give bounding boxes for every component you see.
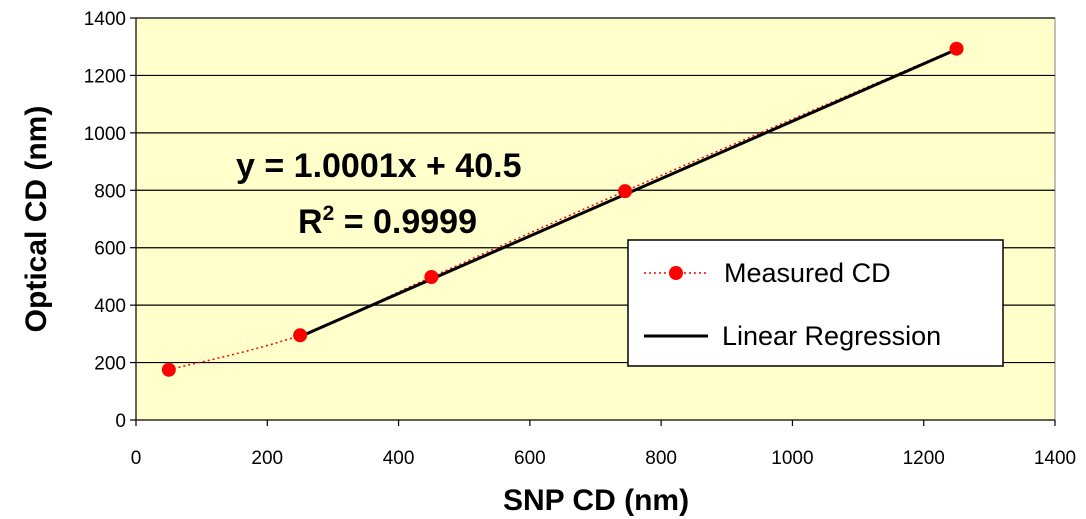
x-tick-label: 200 xyxy=(251,448,283,469)
r-squared-superscript: 2 xyxy=(323,202,335,225)
legend-measured-marker xyxy=(669,266,683,280)
x-axis-title: SNP CD (nm) xyxy=(503,484,689,517)
axes xyxy=(130,17,1056,426)
r-squared-annotation: R2 = 0.9999 xyxy=(298,202,477,241)
measured-cd-line xyxy=(168,48,957,371)
measured-cd-point xyxy=(424,270,439,285)
measured-cd-point xyxy=(949,41,964,56)
y-tick-label: 1200 xyxy=(84,66,126,87)
x-tick-label: 0 xyxy=(131,448,142,469)
regression-equation: y = 1.0001x + 40.5 xyxy=(236,147,521,185)
y-tick-label: 1400 xyxy=(84,9,126,30)
tick-labels: 0 200 400 600 800 1000 1200 1400 0 200 400 600 800 10… xyxy=(84,9,1076,469)
series xyxy=(161,41,964,377)
measured-cd-point xyxy=(161,362,176,377)
measured-cd-point xyxy=(293,328,308,343)
y-tick-label: 600 xyxy=(94,239,126,260)
legend-regression-label: Linear Regression xyxy=(722,321,941,351)
x-tick-label: 1200 xyxy=(903,448,945,469)
x-tick-label: 600 xyxy=(514,448,546,469)
r-squared-value: = 0.9999 xyxy=(334,203,477,241)
y-tick-label: 200 xyxy=(94,354,126,375)
legend-box xyxy=(627,239,1004,367)
y-tick-label: 1000 xyxy=(84,124,126,145)
y-tick-label: 800 xyxy=(94,181,126,202)
y-tick-label: 400 xyxy=(94,296,126,317)
r-squared-prefix: R xyxy=(298,203,323,241)
y-axis-title: Optical CD (nm) xyxy=(20,106,53,333)
x-tick-label: 1400 xyxy=(1034,448,1076,469)
legend: Measured CD Linear Regression xyxy=(627,239,1004,367)
legend-measured-label: Measured CD xyxy=(724,258,891,288)
measured-cd-point xyxy=(618,184,633,199)
y-tick-label: 0 xyxy=(115,411,126,432)
x-tick-label: 1000 xyxy=(771,448,813,469)
x-tick-label: 400 xyxy=(383,448,415,469)
x-tick-label: 800 xyxy=(645,448,677,469)
